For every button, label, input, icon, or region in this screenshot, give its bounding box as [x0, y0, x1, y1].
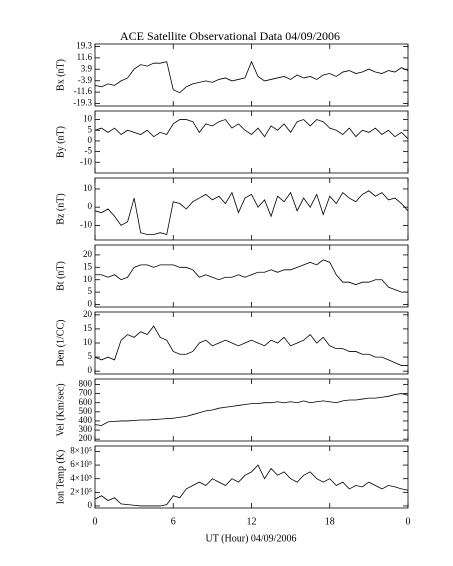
y-tick-label: 4×10⁵: [70, 473, 92, 483]
panel-frame: [94, 445, 409, 509]
y-axis-label: Bz (nT): [55, 193, 66, 224]
y-tick-label: -10: [80, 156, 92, 166]
y-tick-label: 5: [88, 351, 93, 361]
y-tick-label: 0: [88, 500, 93, 510]
panel-frame: [94, 177, 409, 241]
y-tick-label: 500: [79, 406, 93, 416]
y-tick-label: 600: [79, 397, 93, 407]
y-tick-label: -11.6: [74, 86, 93, 96]
x-tick-label: 18: [325, 516, 335, 527]
y-tick-label: 0: [88, 299, 93, 309]
y-tick-label: 11.6: [77, 52, 93, 62]
panel-frame: [94, 43, 409, 107]
y-axis-label: By (nT): [55, 126, 66, 158]
y-tick-label: 2×10⁵: [70, 486, 92, 496]
chart-title: ACE Satellite Observational Data 04/09/2…: [120, 29, 340, 43]
y-tick-label: 800: [79, 379, 93, 389]
y-tick-label: 5: [88, 124, 93, 134]
x-tick-label: 6: [171, 516, 176, 527]
panel-frame: [94, 244, 409, 308]
x-tick-label: 0: [406, 516, 411, 527]
y-axis-label: Ion Temp (K): [55, 450, 66, 505]
data-line: [94, 119, 409, 140]
y-tick-label: 20: [83, 249, 93, 259]
y-tick-label: 10: [83, 183, 93, 193]
panel-frame: [94, 311, 409, 375]
data-line: [94, 60, 409, 94]
y-tick-label: 0: [88, 135, 93, 145]
data-line: [94, 190, 409, 236]
y-tick-label: 3.9: [81, 63, 93, 73]
y-axis-label: Bt (nT): [55, 261, 66, 291]
y-tick-label: 400: [79, 415, 93, 425]
y-axis-label: Den (1/CC): [55, 320, 66, 367]
x-tick-label: 0: [93, 516, 98, 527]
y-axis-label: Vel (Km/sec): [55, 383, 66, 436]
data-line: [95, 259, 408, 293]
y-tick-label: 19.3: [76, 41, 92, 51]
y-tick-label: 10: [83, 337, 93, 347]
y-tick-label: 700: [79, 388, 93, 398]
y-tick-label: 20: [83, 309, 93, 319]
panel-frame: [94, 378, 409, 442]
y-tick-label: 8×10⁵: [70, 446, 92, 456]
y-axis-label: Bx (nT): [55, 59, 66, 91]
y-tick-label: 15: [83, 261, 93, 271]
y-tick-label: -19.3: [73, 98, 92, 108]
y-tick-label: 0: [88, 201, 93, 211]
y-tick-label: -3.9: [78, 75, 93, 85]
y-tick-label: 15: [83, 323, 93, 333]
x-axis-label: UT (Hour) 04/09/2006: [206, 533, 297, 544]
x-tick-label: 12: [247, 516, 257, 527]
y-tick-label: 0: [88, 365, 93, 375]
data-line: [94, 393, 409, 426]
y-tick-label: 300: [79, 424, 93, 434]
data-line: [94, 464, 409, 507]
y-tick-label: 200: [79, 433, 93, 443]
y-tick-label: 5: [88, 286, 93, 296]
y-tick-label: 10: [83, 114, 93, 124]
data-line: [94, 325, 408, 366]
y-tick-label: -10: [80, 219, 92, 229]
y-tick-label: 6×10⁵: [70, 459, 92, 469]
y-tick-label: -5: [85, 146, 93, 156]
panel-frame: [94, 110, 409, 174]
y-tick-label: 10: [83, 274, 93, 284]
